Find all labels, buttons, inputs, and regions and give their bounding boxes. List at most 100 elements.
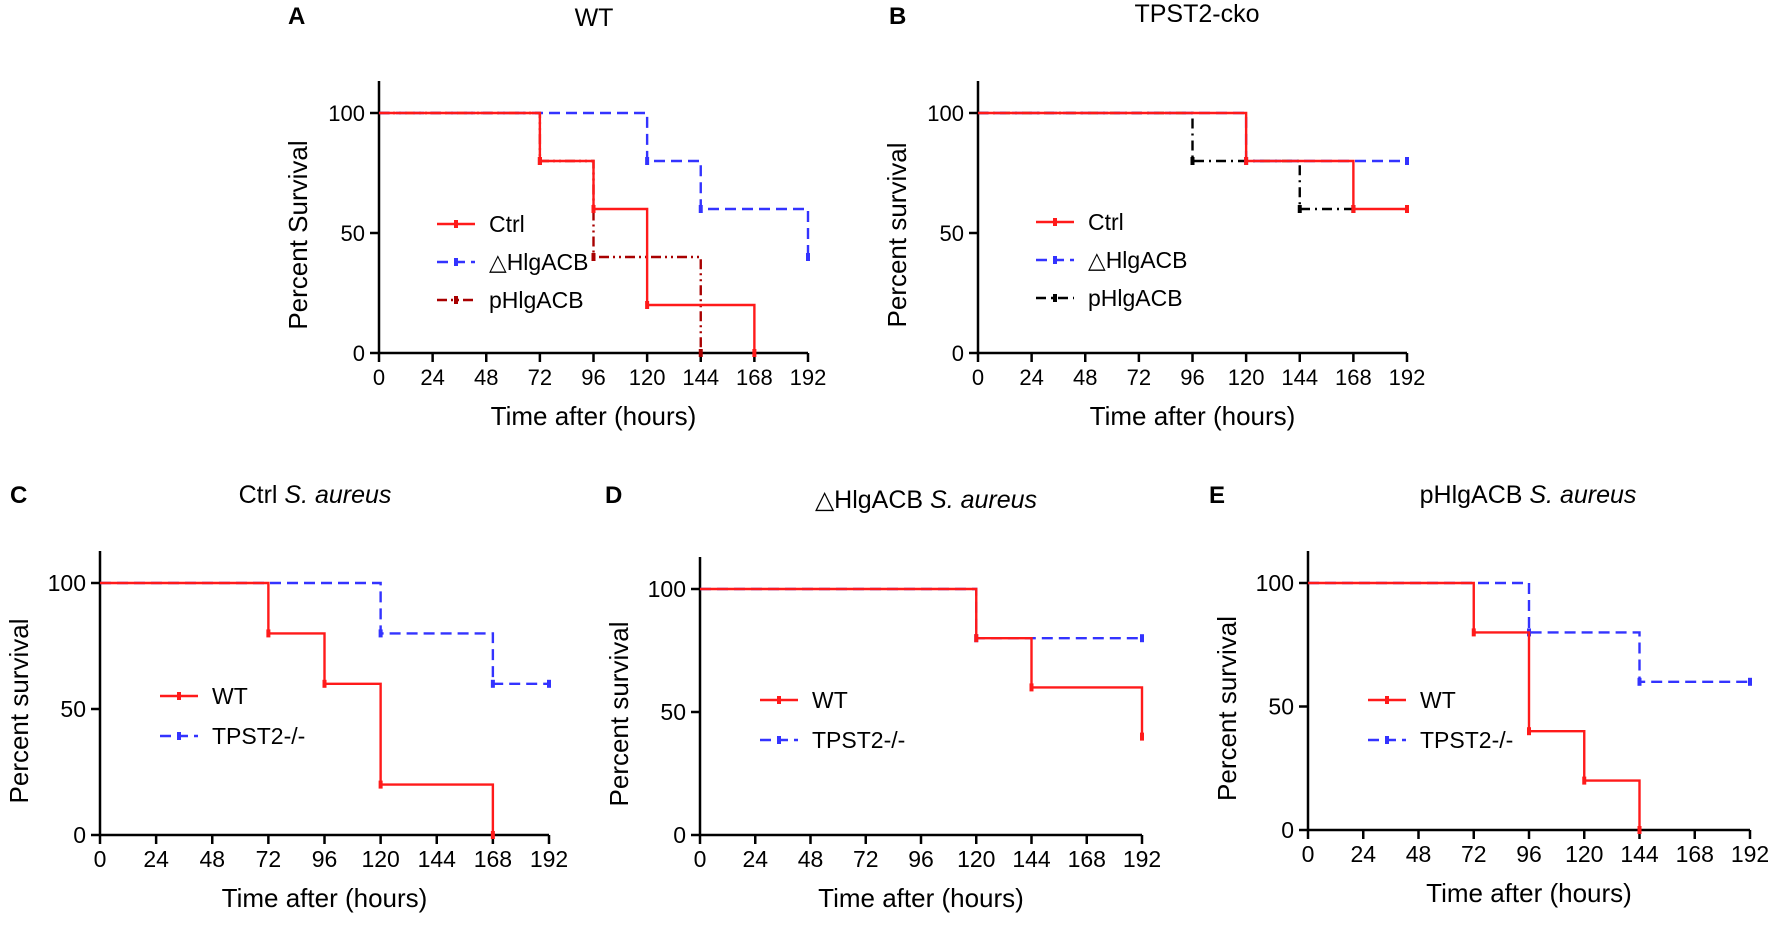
chart-title-text: TPST2-cko	[1134, 0, 1259, 28]
data-point	[645, 157, 650, 165]
chart-panel-a: A WT 0 24 48 72 96 120 144 168 192 0 50 100 Time after…	[283, 3, 826, 431]
x-axis-label: Time after (hours)	[818, 883, 1024, 913]
chart-title-species: S. aureus	[1529, 481, 1636, 509]
series-line-ctrl	[379, 111, 756, 353]
chart-title-text: Ctrl	[239, 481, 285, 509]
legend-marker	[1053, 294, 1057, 302]
data-point	[806, 253, 810, 261]
chart-panel-d: D △HlgACB S. aureus 0 24 48 72 96 120 144 168 192 0…	[604, 482, 1161, 913]
legend-label: TPST2-/-	[212, 723, 305, 749]
legend-marker	[454, 296, 458, 304]
legend-label: WT	[1420, 687, 1456, 713]
legend-label: pHlgACB	[489, 287, 584, 313]
y-tick-label: 50	[660, 699, 686, 725]
x-tick-label: 72	[853, 846, 879, 872]
series-line-tpst2	[1308, 581, 1750, 683]
y-tick-label: 0	[673, 822, 686, 848]
legend-label: △HlgACB	[1088, 247, 1188, 273]
x-tick-label: 96	[908, 846, 934, 872]
x-tick-label: 120	[629, 365, 666, 390]
x-tick-label: 144	[1012, 846, 1051, 872]
legend-label: pHlgACB	[1088, 285, 1183, 311]
panel-label: C	[10, 482, 27, 509]
data-point	[698, 349, 703, 357]
x-tick-label: 96	[312, 846, 338, 872]
x-tick-label: 144	[1620, 841, 1659, 867]
legend-marker	[177, 732, 181, 740]
x-tick-label: 48	[199, 846, 225, 872]
data-point	[974, 634, 979, 643]
legend-marker	[1385, 696, 1389, 704]
series-line-wt	[100, 581, 495, 835]
x-tick-label: 24	[1019, 365, 1043, 390]
data-point	[1637, 826, 1642, 834]
data-point	[591, 205, 596, 213]
x-tick-label: 120	[1228, 365, 1265, 390]
x-tick-label: 72	[528, 365, 552, 390]
x-tick-label: 0	[694, 846, 707, 872]
legend-marker	[777, 736, 781, 744]
x-tick-label: 0	[972, 365, 984, 390]
data-point	[378, 629, 383, 638]
legend-label: △HlgACB	[489, 249, 589, 275]
chart-title-text: WT	[575, 4, 614, 32]
data-point	[1351, 205, 1356, 213]
y-tick-label: 0	[73, 822, 86, 848]
x-tick-label: 168	[474, 846, 512, 872]
x-axis-label: Time after (hours)	[1090, 401, 1296, 431]
legend-label: WT	[212, 683, 248, 709]
legend-marker	[1053, 218, 1057, 226]
x-tick-label: 192	[530, 846, 568, 872]
chart-title-species: S. aureus	[284, 481, 391, 509]
x-tick-label: 0	[373, 365, 385, 390]
x-axis-label: Time after (hours)	[1426, 878, 1632, 908]
panel-label: A	[288, 3, 305, 30]
data-point	[490, 679, 495, 688]
data-point	[1244, 157, 1249, 165]
chart-title: TPST2-cko	[1134, 0, 1259, 28]
x-tick-label: 168	[1068, 846, 1106, 872]
x-tick-label: 48	[1406, 841, 1432, 867]
legend-label: TPST2-/-	[1420, 727, 1513, 753]
legend-label: TPST2-/-	[812, 727, 905, 753]
data-point	[1471, 628, 1476, 637]
series-line-wt	[1308, 581, 1641, 830]
y-axis-label: Percent survival	[604, 622, 634, 807]
x-tick-label: 120	[1565, 841, 1603, 867]
chart-title-text: pHlgACB	[1420, 481, 1530, 509]
x-tick-label: 144	[418, 846, 457, 872]
data-point	[547, 679, 551, 688]
panel-label: E	[1209, 482, 1225, 509]
x-tick-label: 144	[682, 365, 719, 390]
chart-title-text: △HlgACB	[815, 486, 930, 514]
data-point	[1405, 205, 1409, 213]
x-tick-label: 24	[143, 846, 169, 872]
x-tick-label: 120	[361, 846, 399, 872]
y-tick-label: 50	[940, 221, 964, 246]
x-tick-label: 48	[474, 365, 498, 390]
panel-label: D	[605, 482, 622, 509]
x-tick-label: 0	[94, 846, 107, 872]
x-tick-label: 192	[790, 365, 827, 390]
data-point	[698, 205, 703, 213]
data-point	[1527, 727, 1531, 736]
data-point	[378, 780, 383, 789]
x-tick-label: 24	[742, 846, 768, 872]
data-point	[322, 679, 327, 688]
y-tick-label: 100	[927, 101, 964, 126]
chart-title: pHlgACB S. aureus	[1420, 481, 1637, 509]
x-tick-label: 72	[1461, 841, 1487, 867]
series-line-tpst2	[700, 587, 1142, 640]
x-tick-label: 120	[957, 846, 995, 872]
data-point	[1748, 677, 1752, 686]
x-axis-label: Time after (hours)	[491, 401, 697, 431]
chart-title: △HlgACB S. aureus	[815, 486, 1037, 514]
x-tick-label: 96	[1180, 365, 1204, 390]
x-tick-label: 168	[1335, 365, 1372, 390]
data-point	[537, 157, 542, 165]
x-tick-label: 168	[736, 365, 773, 390]
legend-marker	[454, 220, 458, 228]
x-tick-label: 24	[1350, 841, 1376, 867]
chart-panel-b: B TPST2-cko 0 24 48 72 96 120 144 168 192 0 50 100 Tim…	[882, 0, 1425, 431]
